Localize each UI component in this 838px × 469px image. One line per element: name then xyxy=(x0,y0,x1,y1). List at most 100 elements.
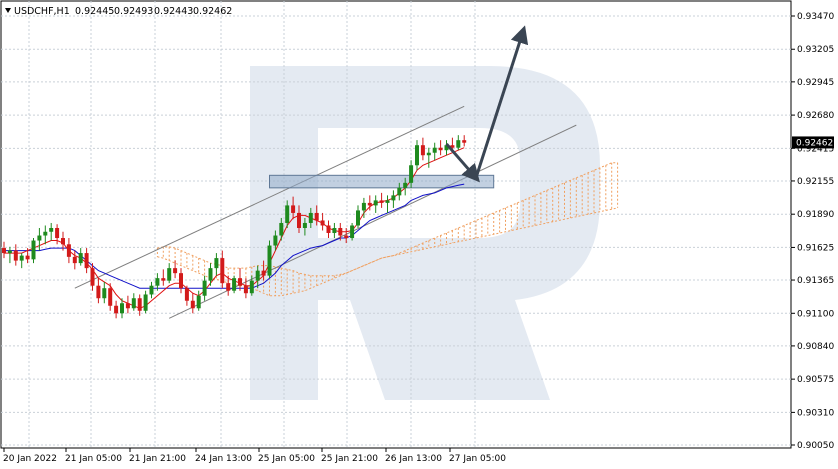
candle-body xyxy=(344,235,349,239)
candle-body xyxy=(114,305,119,314)
candle-body xyxy=(426,152,431,156)
forecast-arrow xyxy=(474,25,529,179)
trend-channel xyxy=(74,105,577,319)
dropdown-triangle-icon[interactable] xyxy=(5,8,11,13)
candle-body xyxy=(31,240,36,260)
candle-body xyxy=(326,225,331,234)
candle-body xyxy=(143,294,148,311)
candle-body xyxy=(125,303,130,309)
candle-body xyxy=(308,212,313,223)
candle-body xyxy=(297,212,301,228)
candle-body xyxy=(273,235,278,246)
candle-body xyxy=(49,227,54,232)
y-tick-label: 0.90840 xyxy=(797,342,834,352)
y-tick-label: 0.91100 xyxy=(797,309,834,319)
candle-body xyxy=(190,300,195,309)
candle-body xyxy=(255,270,260,281)
y-tick-label: 0.90575 xyxy=(797,375,834,385)
candle-body xyxy=(432,147,437,153)
candle-body xyxy=(7,250,12,254)
candle-body xyxy=(361,202,366,211)
x-tick-label: 26 Jan 13:00 xyxy=(385,454,442,464)
candle-body xyxy=(90,268,95,286)
candle-body xyxy=(391,195,396,201)
channel-lower-line xyxy=(168,124,577,319)
y-tick-label: 0.93470 xyxy=(797,12,834,22)
candle-body xyxy=(261,270,266,276)
support-zone-rect xyxy=(269,174,495,189)
open-price: 0.92445 xyxy=(75,6,114,17)
y-tick-label: 0.90050 xyxy=(797,441,834,451)
candle-body xyxy=(25,255,30,260)
x-tick-label: 21 Jan 05:00 xyxy=(65,454,122,464)
candle-body xyxy=(373,200,378,206)
time-axis: 20 Jan 2022 21 Jan 05:00 21 Jan 21:00 24 Ja… xyxy=(3,448,506,464)
high-price: 0.92493 xyxy=(114,6,153,17)
candle-body xyxy=(444,145,449,151)
current-price-value: 0.92462 xyxy=(796,138,833,148)
candle-body xyxy=(415,145,419,166)
candle-body xyxy=(96,285,101,299)
candle-body xyxy=(332,227,337,234)
candle-body xyxy=(120,303,124,314)
support-zone xyxy=(269,174,495,189)
candle-body xyxy=(13,250,18,261)
candle-body xyxy=(214,258,219,269)
y-tick-label: 0.92680 xyxy=(797,111,834,121)
candle-body xyxy=(161,278,166,281)
candle-body xyxy=(173,268,178,274)
y-tick-label: 0.92945 xyxy=(797,78,834,88)
candle-body xyxy=(462,140,467,143)
candle-body xyxy=(302,222,307,228)
candle-body xyxy=(291,205,296,213)
candle-body xyxy=(356,210,360,226)
candle-body xyxy=(137,298,142,311)
price-axis: 0.93470 0.93205 0.92945 0.92680 0.92415 0.921… xyxy=(791,12,834,451)
candle-body xyxy=(438,147,443,151)
candle-body xyxy=(179,273,183,289)
x-tick-label: 24 Jan 13:00 xyxy=(195,454,252,464)
candle-body xyxy=(249,280,254,294)
candle-body xyxy=(338,227,343,236)
candle-body xyxy=(66,244,71,257)
candle-body xyxy=(108,288,113,306)
x-tick-label: 21 Jan 21:00 xyxy=(129,454,186,464)
y-tick-label: 0.91625 xyxy=(797,243,834,253)
forecast-arrows xyxy=(445,25,529,183)
watermark-r-shape xyxy=(250,66,600,400)
x-tick-label: 27 Jan 05:00 xyxy=(449,454,506,464)
candle-body xyxy=(37,235,42,241)
y-tick-label: 0.90310 xyxy=(797,408,834,418)
candle-body xyxy=(167,268,172,281)
candle-body xyxy=(314,212,319,221)
candle-body xyxy=(385,200,390,203)
chart-header: USDCHF,H1 0.92445 0.92493 0.92443 0.9246… xyxy=(5,6,232,17)
candle-body xyxy=(232,278,237,291)
y-tick-label: 0.91365 xyxy=(797,276,834,286)
x-tick-label: 20 Jan 2022 xyxy=(3,454,57,464)
candle-body xyxy=(55,227,60,239)
candle-body xyxy=(267,245,272,276)
candle-body xyxy=(226,283,231,291)
forecast-arrow xyxy=(445,142,480,183)
candle-body xyxy=(61,238,65,245)
candle-body xyxy=(102,288,107,299)
candle-body xyxy=(196,295,201,309)
candle-body xyxy=(149,285,154,295)
candle-body xyxy=(285,205,290,223)
candle-body xyxy=(72,256,77,264)
plot-area xyxy=(0,0,792,449)
candle-body xyxy=(420,145,425,156)
channel-upper-line xyxy=(74,105,465,289)
candle-body xyxy=(208,268,213,281)
candle-body xyxy=(350,225,355,239)
candle-body xyxy=(78,253,83,264)
candle-body xyxy=(320,220,325,226)
candle-body xyxy=(84,253,89,269)
y-tick-label: 0.92155 xyxy=(797,177,834,187)
candle-body xyxy=(43,231,48,236)
candle-body xyxy=(202,280,207,296)
candle-body xyxy=(379,200,384,203)
candle-body xyxy=(155,278,160,286)
